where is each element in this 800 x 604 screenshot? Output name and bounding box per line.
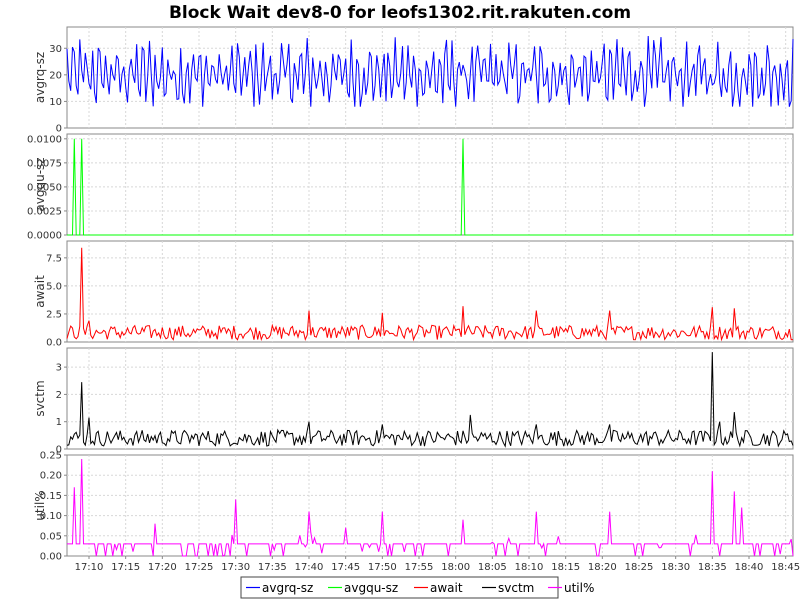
x-tick-label: 18:05	[478, 562, 507, 573]
x-tick-label: 17:15	[111, 562, 140, 573]
chart-title: Block Wait dev8-0 for leofs1302.rit.raku…	[169, 3, 631, 23]
y-tick-label: 0.0050	[27, 182, 62, 193]
y-tick-label: 5.0	[46, 281, 62, 292]
series-line-await	[66, 247, 794, 342]
y-tick-label: 0	[56, 124, 62, 135]
y-tick-label: 3	[56, 363, 62, 374]
y-tick-label: 20	[49, 70, 62, 81]
x-tick-label: 18:10	[515, 562, 544, 573]
panel-avgqu-sz: 0.0000 0.0025 0.0050 0.0075 0.0100 avgqu-sz	[27, 133, 794, 242]
y-tick-label: 0	[56, 445, 62, 456]
legend-label: await	[430, 581, 463, 595]
series-line-avgrq-sz	[66, 35, 794, 107]
y-tick-label: 1	[56, 417, 62, 428]
legend-label: svctm	[498, 581, 534, 595]
y-tick-label: 10	[49, 97, 62, 108]
x-tick-label: 17:25	[185, 562, 214, 573]
series-line-avgqu-sz	[67, 138, 793, 236]
x-tick-label: 17:50	[368, 562, 397, 573]
y-tick-label: 0.05	[40, 531, 62, 542]
y-axis-label: avgqu-sz	[33, 157, 47, 211]
y-tick-label: 0.10	[40, 511, 62, 522]
plot-area	[66, 454, 794, 557]
panel-utilpct: 0.00 0.05 0.10 0.15 0.20 0.25 util%	[33, 451, 794, 563]
x-tick-label: 17:40	[295, 562, 324, 573]
x-tick-label: 18:35	[698, 562, 727, 573]
panel-svctm: 0 1 2 3 svctm	[33, 347, 794, 456]
x-tick-label: 18:45	[771, 562, 800, 573]
x-tick-label: 18:40	[735, 562, 764, 573]
series-line-svctm	[66, 352, 794, 448]
y-tick-label: 7.5	[46, 253, 62, 264]
y-axis-label: svctm	[33, 380, 47, 416]
y-tick-label: 0.20	[40, 471, 62, 482]
x-tick-label: 18:15	[551, 562, 580, 573]
y-tick-label: 30	[49, 44, 62, 55]
legend-item-svctm: svctm	[482, 581, 534, 595]
y-tick-label: 0.00	[40, 552, 62, 563]
x-tick-label: 18:20	[588, 562, 617, 573]
x-tick-label: 17:35	[258, 562, 287, 573]
y-axis-label: avgrq-sz	[33, 52, 47, 103]
x-tick-label: 17:45	[331, 562, 360, 573]
y-tick-label: 0.0025	[27, 206, 62, 217]
y-tick-label: 2	[56, 390, 62, 401]
y-axis-label: await	[33, 275, 47, 308]
legend-label: avgqu-sz	[344, 581, 398, 595]
panel-await: 0.0 2.5 5.0 7.5 await	[33, 240, 794, 349]
series-line-utilpct	[67, 458, 794, 557]
x-tick-label: 17:20	[148, 562, 177, 573]
plot-area	[66, 133, 794, 236]
plot-area	[66, 26, 794, 129]
y-tick-label: 0.15	[40, 491, 62, 502]
panels-layer: 0102030avgrq-sz0.00000.00250.00500.00750…	[27, 26, 794, 563]
y-tick-label: 0.0075	[27, 158, 62, 169]
legend-item-avgqu-sz: avgqu-sz	[328, 581, 398, 595]
y-tick-label: 0.25	[40, 451, 62, 462]
legend-label: avgrq-sz	[262, 581, 313, 595]
x-tick-label: 17:10	[75, 562, 104, 573]
x-tick-label: 18:30	[661, 562, 690, 573]
legend-item-utilpct: util%	[548, 581, 594, 595]
legend: avgrq-sz avgqu-sz await svctm util%	[240, 576, 594, 599]
x-axis: 17:10 17:15 17:20 17:25 17:30 17:35 17:40 17:45…	[75, 556, 800, 573]
x-tick-label: 17:30	[221, 562, 250, 573]
y-tick-label: 0.0	[46, 338, 62, 349]
y-tick-label: 2.5	[46, 309, 62, 320]
legend-item-avgrq-sz: avgrq-sz	[246, 581, 313, 595]
plot-area	[66, 240, 794, 343]
x-tick-label: 17:55	[405, 562, 434, 573]
x-tick-label: 18:25	[625, 562, 654, 573]
y-axis-label: util%	[33, 490, 47, 520]
legend-label: util%	[564, 581, 594, 595]
x-tick-label: 18:00	[441, 562, 470, 573]
legend-item-await: await	[414, 581, 463, 595]
y-tick-label: 0.0000	[27, 231, 62, 242]
y-tick-label: 0.0100	[27, 134, 62, 145]
